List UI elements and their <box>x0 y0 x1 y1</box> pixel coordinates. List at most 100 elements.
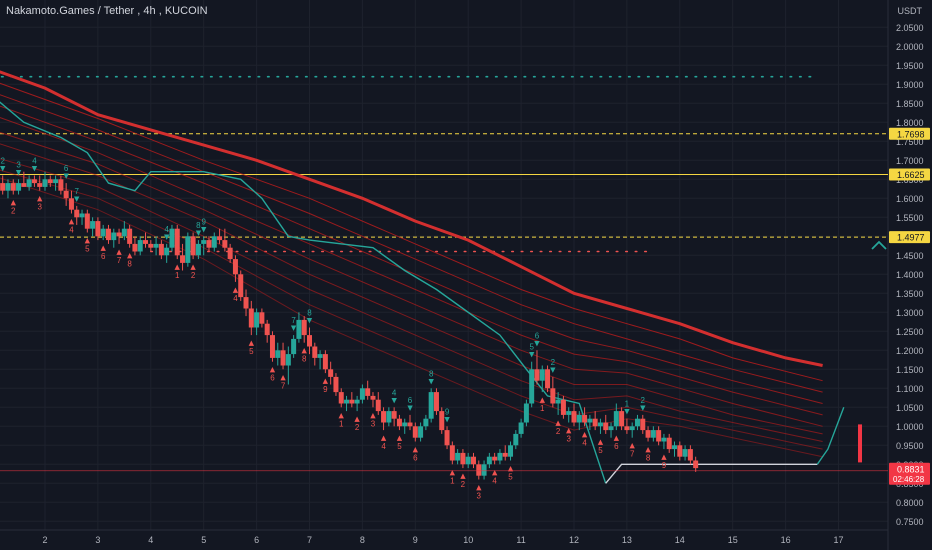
candle-body <box>666 437 672 450</box>
sequence-count-green: 2 <box>551 358 556 367</box>
candle-body <box>301 319 307 336</box>
candle-body <box>206 240 212 248</box>
buy-arrow-marker: ▲ <box>381 434 387 442</box>
candle-body <box>259 312 265 324</box>
candle-body <box>597 422 603 427</box>
symbol-interval: 4h <box>143 5 156 17</box>
sequence-count-red: 7 <box>281 381 286 390</box>
candle-body <box>349 399 355 404</box>
candle-body <box>84 213 90 229</box>
time-axis[interactable]: 2 3 4 5 6 7 8 9 10 11 12 13 14 15 16 17 <box>42 535 843 545</box>
candle-body <box>328 369 334 377</box>
price-axis-label: 2.0000 <box>896 42 924 52</box>
sell-arrow-marker: ▼ <box>291 324 297 332</box>
buy-arrow-marker: ▲ <box>85 237 91 245</box>
sequence-count-green: 2 <box>641 396 646 405</box>
candle-body <box>132 243 138 252</box>
sequence-count-red: 4 <box>492 476 497 485</box>
candle-body <box>619 411 625 427</box>
candle-body <box>492 456 498 461</box>
candle-body <box>333 376 339 393</box>
symbol-exchange: KUCOIN <box>164 5 208 17</box>
candle-body <box>502 452 508 457</box>
candle-body <box>344 399 350 404</box>
sequence-count-red: 5 <box>508 473 513 482</box>
price-axis-label: 1.9000 <box>896 80 924 90</box>
sequence-count-red: 8 <box>646 454 651 463</box>
candle-body <box>174 228 180 256</box>
candle-body <box>63 190 69 199</box>
sequence-count-green: 7 <box>291 316 296 325</box>
bar-countdown-text: 02:46:28 <box>893 475 925 484</box>
sequence-count-red: 6 <box>614 442 619 451</box>
candle-body <box>677 445 683 457</box>
time-axis-label: 4 <box>148 535 153 545</box>
sequence-count-red: 9 <box>662 461 667 470</box>
sell-arrow-marker: ▼ <box>196 229 202 237</box>
candle-body <box>640 418 646 431</box>
sequence-count-green: 6 <box>64 164 69 173</box>
candle-body <box>444 430 450 446</box>
price-axis[interactable]: 2.0500 2.0000 1.9500 1.9000 1.8500 1.8000 1.75… <box>896 23 924 527</box>
buy-arrow-marker: ▲ <box>233 286 239 294</box>
ribbon-line <box>0 94 823 393</box>
candle-body <box>486 456 492 465</box>
time-axis-label: 13 <box>622 535 632 545</box>
buy-arrow-marker: ▲ <box>397 434 403 442</box>
sequence-count-green: 9 <box>201 217 206 226</box>
candle-body <box>127 228 133 244</box>
time-axis-label: 8 <box>360 535 365 545</box>
candle-body <box>185 236 191 263</box>
candle-body <box>402 422 408 427</box>
sequence-count-red: 3 <box>566 435 571 444</box>
sequence-count-green: 7 <box>75 187 80 196</box>
ribbon-line <box>0 105 823 404</box>
buy-arrow-marker: ▲ <box>116 248 122 256</box>
current-price-text: 0.8831 <box>897 465 925 475</box>
candle-body <box>100 228 106 237</box>
level-price-tag <box>889 127 930 140</box>
candle-body <box>550 388 556 404</box>
sell-arrow-marker: ▼ <box>164 233 170 241</box>
sequence-count-red: 2 <box>355 423 360 432</box>
sequence-count-red: 8 <box>127 260 132 269</box>
symbol-name: Nakamoto.Games <box>6 5 95 17</box>
sequence-count-green: 8 <box>196 221 201 230</box>
price-axis-label: 1.8000 <box>896 118 924 128</box>
sequence-count-red: 6 <box>413 454 418 463</box>
time-axis-label: 6 <box>254 535 259 545</box>
candle-body <box>518 422 524 434</box>
buy-arrow-marker: ▲ <box>492 468 498 476</box>
sell-arrow-marker: ▼ <box>32 165 38 173</box>
candle-body <box>682 449 688 457</box>
title-separator: / <box>97 5 104 17</box>
candle-body <box>365 388 371 396</box>
trail-line-white <box>605 463 818 484</box>
ribbon-line <box>0 177 823 458</box>
buy-arrow-marker: ▲ <box>37 195 43 203</box>
buy-arrow-marker: ▲ <box>370 411 376 419</box>
candle-body <box>858 424 862 463</box>
sequence-count-green: 4 <box>392 388 397 397</box>
sequence-count-red: 4 <box>381 442 386 451</box>
symbol-title[interactable]: Nakamoto.Games / Tether , 4h , KUCOIN <box>6 5 208 17</box>
ribbon-line <box>0 169 823 450</box>
candle-body <box>79 213 85 218</box>
price-axis-label: 2.0500 <box>896 23 924 33</box>
candle-body <box>31 179 37 184</box>
candle-body <box>566 411 572 415</box>
candle-body <box>116 232 122 237</box>
buy-arrow-marker: ▲ <box>280 373 286 381</box>
buy-arrow-marker: ▲ <box>190 263 196 271</box>
buy-arrow-marker: ▲ <box>413 446 419 454</box>
candle-body <box>412 426 418 438</box>
sequence-count-red: 5 <box>85 245 90 254</box>
sequence-count-green: 6 <box>535 331 540 340</box>
candle-body <box>217 236 223 241</box>
buy-arrow-marker: ▲ <box>645 446 651 454</box>
candle-body <box>143 240 149 244</box>
candle-body <box>576 414 582 423</box>
candle-body <box>10 183 16 191</box>
candle-body <box>58 179 64 191</box>
